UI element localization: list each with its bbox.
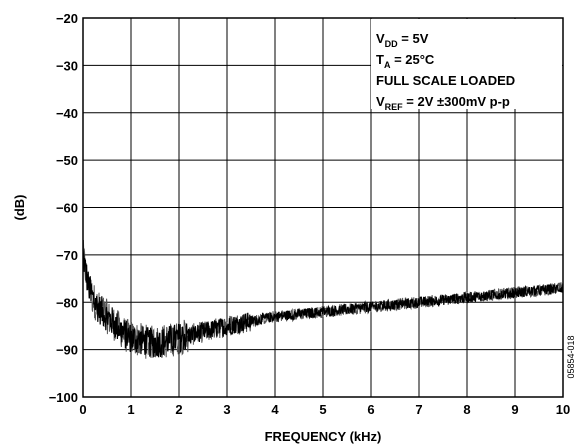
y-tick-label: −60 (56, 201, 78, 216)
x-tick-label: 9 (511, 402, 518, 417)
x-tick-label: 2 (175, 402, 182, 417)
annotation-ta: TA = 25°C (376, 52, 435, 70)
x-tick-label: 8 (463, 402, 470, 417)
x-tick-label: 3 (223, 402, 230, 417)
x-tick-label: 1 (127, 402, 134, 417)
annotation-box (371, 19, 562, 109)
y-tick-label: −20 (56, 11, 78, 26)
y-tick-labels: −20 −30 −40 −50 −60 −70 −80 −90 −100 (49, 11, 78, 405)
x-tick-label: 0 (79, 402, 86, 417)
annotation-vref: VREF = 2V ±300mV p-p (376, 94, 510, 112)
x-tick-label: 5 (319, 402, 326, 417)
annotation-vdd: VDD = 5V (376, 31, 429, 49)
x-axis-title: FREQUENCY (kHz) (265, 429, 382, 444)
y-axis-title: (dB) (12, 195, 27, 221)
x-tick-label: 6 (367, 402, 374, 417)
x-tick-labels: 0 1 2 3 4 5 6 7 8 9 10 (79, 402, 570, 417)
y-tick-label: −70 (56, 248, 78, 263)
y-tick-label: −80 (56, 295, 78, 310)
series-line (82, 250, 564, 358)
y-tick-label: −50 (56, 153, 78, 168)
x-tick-label: 4 (271, 402, 279, 417)
y-tick-label: −40 (56, 106, 78, 121)
annotation-load: FULL SCALE LOADED (376, 73, 515, 88)
x-tick-label: 7 (415, 402, 422, 417)
figure-code: 05854-018 (566, 335, 576, 378)
y-tick-label: −90 (56, 343, 78, 358)
y-tick-label: −30 (56, 58, 78, 73)
plot-frame (82, 17, 564, 398)
y-tick-label: −100 (49, 390, 78, 405)
x-tick-label: 10 (556, 402, 570, 417)
series-trace (82, 250, 564, 358)
